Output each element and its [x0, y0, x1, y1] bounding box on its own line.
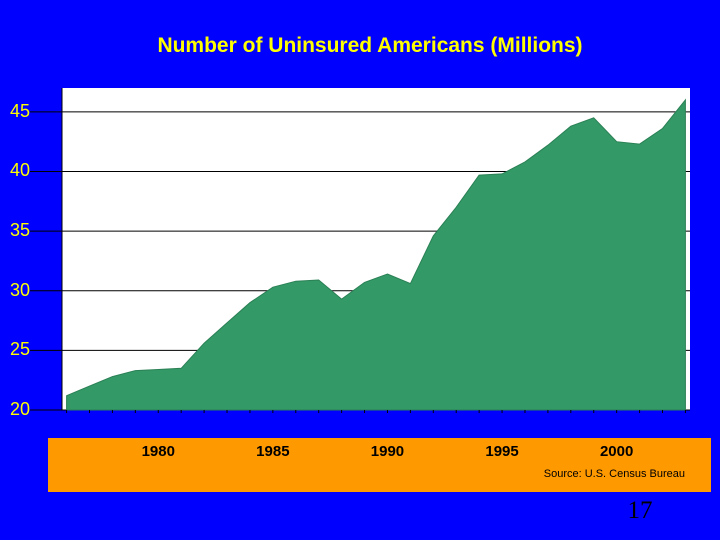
source-note: Source: U.S. Census Bureau [543, 468, 685, 480]
x-tick-marks [66, 410, 686, 413]
y-tick-label: 20 [10, 399, 31, 419]
chart-title: Number of Uninsured Americans (Millions) [157, 34, 583, 57]
y-tick-label: 35 [10, 220, 31, 241]
y-tick-label: 30 [10, 279, 31, 300]
x-tick-label: 2000 [599, 443, 634, 460]
slide-number: 17 [627, 497, 653, 524]
y-tick-label: 25 [10, 339, 31, 360]
x-axis-band [48, 438, 711, 492]
uninsured-area [66, 98, 686, 411]
y-tick-label: 40 [10, 160, 31, 181]
x-tick-label: 1985 [256, 443, 290, 460]
x-tick-label: 1980 [141, 443, 175, 460]
y-tick-label: 45 [10, 100, 31, 121]
x-tick-label: 1995 [485, 443, 519, 460]
x-tick-label: 1990 [370, 443, 405, 460]
